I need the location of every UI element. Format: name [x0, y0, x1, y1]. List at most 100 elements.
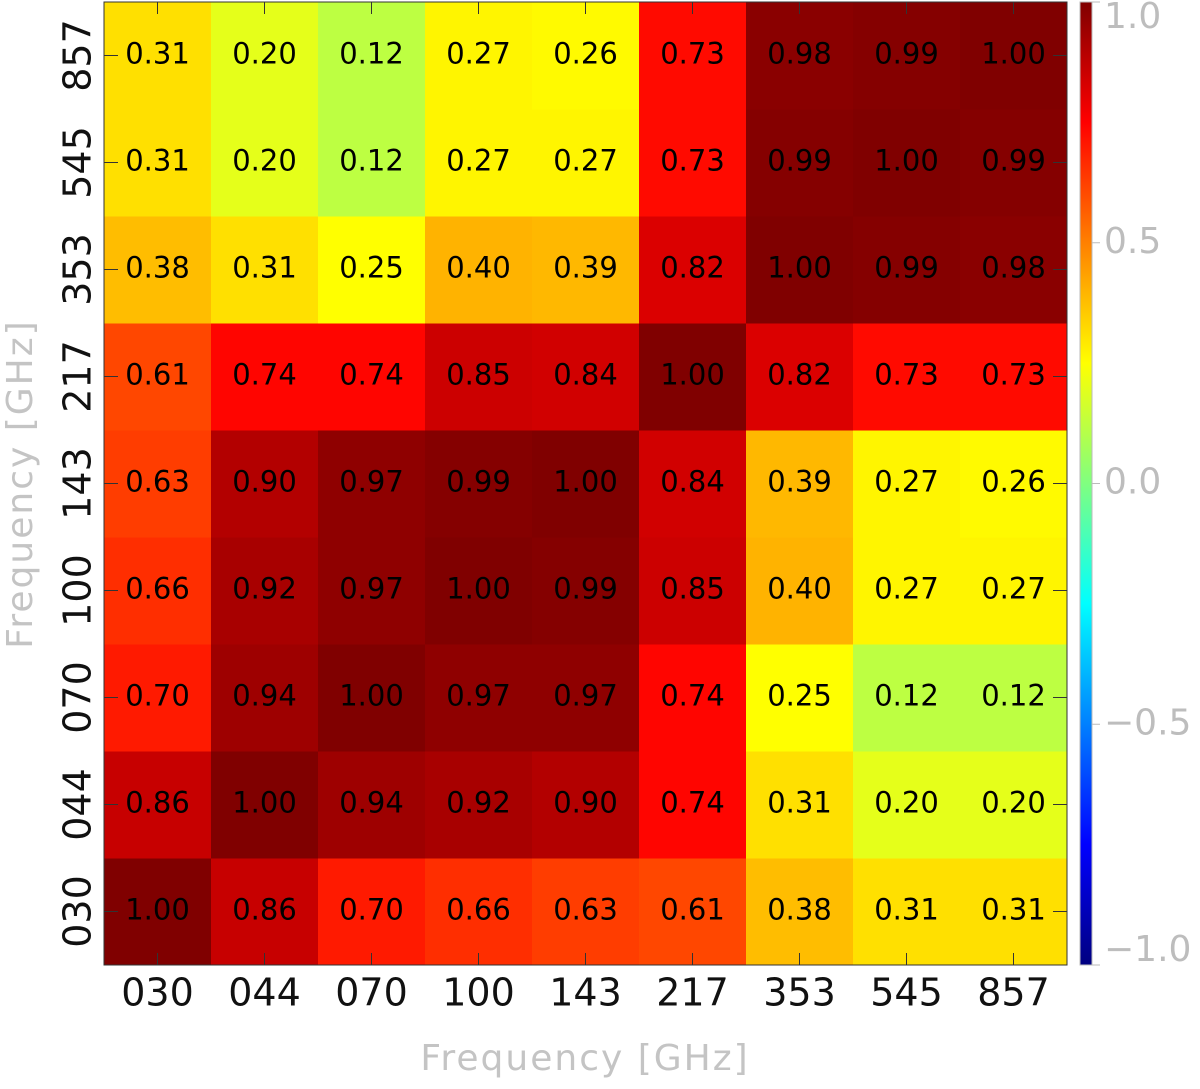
x-tick-label: 100	[442, 971, 515, 1015]
cell-label: 0.99	[874, 37, 939, 71]
cell-label: 0.31	[125, 144, 190, 178]
cell-label: 0.27	[446, 37, 511, 71]
heatmap-cell	[960, 858, 1068, 966]
heatmap-cell	[532, 430, 640, 538]
colorbar-tick-label: 1.0	[1104, 0, 1161, 37]
heatmap-cell	[853, 109, 961, 217]
heatmap-cell	[746, 216, 854, 324]
heatmap-cell	[746, 858, 854, 966]
cell-label: 0.27	[874, 465, 939, 499]
cell-label: 0.20	[232, 144, 297, 178]
cell-label: 0.38	[767, 893, 832, 927]
heatmap-cell	[318, 644, 426, 752]
cell-label: 0.85	[660, 572, 725, 606]
heatmap-cell	[853, 751, 961, 859]
heatmap-cell	[425, 644, 533, 752]
cell-label: 0.97	[446, 679, 511, 713]
cell-label: 0.84	[660, 465, 725, 499]
heatmap-cell	[532, 858, 640, 966]
y-tick-label: 100	[56, 554, 100, 627]
x-axis-title: Frequency [GHz]	[420, 1038, 749, 1079]
cell-label: 1.00	[553, 465, 618, 499]
heatmap-cell	[318, 858, 426, 966]
y-tick-label: 044	[56, 768, 100, 841]
cell-label: 0.20	[981, 786, 1046, 820]
cell-label: 0.98	[767, 37, 832, 71]
cell-label: 0.98	[981, 251, 1046, 285]
cell-label: 0.90	[553, 786, 618, 820]
cell-label: 0.97	[339, 572, 404, 606]
cell-label: 1.00	[232, 786, 297, 820]
cell-label: 1.00	[874, 144, 939, 178]
heatmap-cell	[425, 323, 533, 431]
heatmap-cell	[532, 751, 640, 859]
cell-label: 0.97	[339, 465, 404, 499]
cell-label: 0.84	[553, 358, 618, 392]
heatmap-cell	[104, 644, 212, 752]
cell-label: 0.86	[232, 893, 297, 927]
heatmap-cell	[960, 430, 1068, 538]
heatmap-cell	[853, 858, 961, 966]
heatmap-cell	[104, 109, 212, 217]
cell-label: 0.73	[874, 358, 939, 392]
cell-label: 0.82	[660, 251, 725, 285]
cell-label: 0.74	[339, 358, 404, 392]
cell-label: 0.99	[553, 572, 618, 606]
heatmap-cell	[104, 858, 212, 966]
cell-label: 0.63	[125, 465, 190, 499]
heatmap-cell	[639, 537, 747, 645]
heatmap-cell	[211, 644, 319, 752]
heatmap-cell	[639, 858, 747, 966]
heatmap-cell	[211, 109, 319, 217]
heatmap-cell	[532, 216, 640, 324]
x-tick-label: 143	[549, 971, 622, 1015]
y-tick-label: 217	[56, 340, 100, 413]
heatmap-cell	[746, 2, 854, 110]
y-tick-label: 070	[56, 661, 100, 734]
cell-label: 0.86	[125, 786, 190, 820]
heatmap-cell	[211, 537, 319, 645]
heatmap-cell	[104, 323, 212, 431]
cell-label: 0.99	[446, 465, 511, 499]
heatmap-cell	[960, 751, 1068, 859]
colorbar-tick-label: 0.5	[1104, 221, 1161, 262]
heatmap-cell	[425, 858, 533, 966]
heatmap-cell	[960, 216, 1068, 324]
heatmap-cell	[532, 2, 640, 110]
cell-label: 0.99	[767, 144, 832, 178]
heatmap-cell	[639, 109, 747, 217]
cell-label: 1.00	[981, 37, 1046, 71]
heatmap-cell	[104, 2, 212, 110]
heatmap-cell	[425, 109, 533, 217]
heatmap-cell	[318, 2, 426, 110]
y-tick-label: 353	[56, 233, 100, 306]
heatmap-cell	[639, 644, 747, 752]
heatmap-cell	[746, 109, 854, 217]
cell-label: 0.70	[339, 893, 404, 927]
cell-label: 0.92	[446, 786, 511, 820]
cell-label: 0.20	[874, 786, 939, 820]
cell-label: 0.74	[232, 358, 297, 392]
heatmap-cell	[425, 430, 533, 538]
heatmap-cell	[960, 109, 1068, 217]
cell-label: 0.97	[553, 679, 618, 713]
x-tick-label: 070	[335, 971, 408, 1015]
heatmap-cell	[746, 537, 854, 645]
cell-label: 0.82	[767, 358, 832, 392]
heatmap-cell	[532, 537, 640, 645]
y-tick-label: 857	[56, 19, 100, 92]
heatmap-cell	[211, 216, 319, 324]
cell-label: 0.20	[232, 37, 297, 71]
cell-label: 0.66	[446, 893, 511, 927]
heatmap-cell	[211, 430, 319, 538]
heatmap-cell	[425, 751, 533, 859]
cell-label: 0.27	[446, 144, 511, 178]
heatmap-cell	[853, 537, 961, 645]
colorbar-tick-label: −0.5	[1104, 702, 1191, 743]
heatmap-cell	[639, 430, 747, 538]
cell-label: 0.40	[767, 572, 832, 606]
heatmap-cell	[211, 323, 319, 431]
heatmap-cell	[960, 537, 1068, 645]
cell-label: 0.12	[874, 679, 939, 713]
cell-label: 0.85	[446, 358, 511, 392]
